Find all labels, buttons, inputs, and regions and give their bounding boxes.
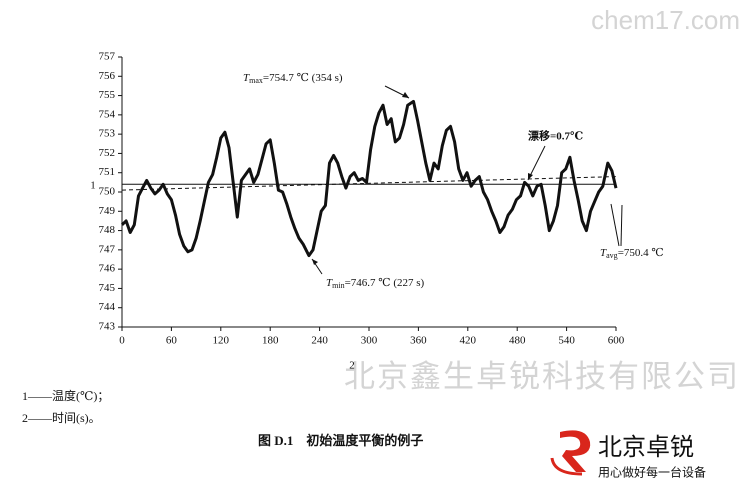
y-tick-label: 748: [99, 224, 116, 236]
y-tick-label: 755: [99, 89, 116, 101]
y-tick-label: 745: [99, 282, 116, 294]
temperature-line: [120, 99, 618, 258]
y-tick-label: 744: [99, 301, 116, 313]
y-tick-label: 752: [99, 147, 116, 159]
logo-icon: [560, 430, 591, 472]
y-tick-label: 750: [99, 186, 116, 198]
annotation: Tmin=746.7 ℃ (227 s): [311, 258, 425, 290]
y-tick-label: 756: [99, 70, 116, 82]
x-tick-label: 600: [608, 335, 625, 347]
y-tick-label: 751: [99, 166, 116, 178]
y-tick-label: 743: [99, 321, 116, 333]
annotation-text: 漂移=0.7℃: [528, 129, 583, 143]
x-tick-label: 480: [509, 335, 526, 347]
watermark: chem17.com: [591, 5, 740, 35]
arrow-head: [528, 173, 533, 180]
x-tick-label: 240: [311, 335, 328, 347]
annotation-text: Tmin=746.7 ℃ (227 s): [326, 277, 425, 290]
logo: 北京卓锐 用心做好每一台设备: [550, 430, 706, 480]
x-tick-label: 180: [262, 335, 279, 347]
y-tick-label: 746: [99, 263, 116, 275]
x-tick-label: 120: [213, 335, 230, 347]
arrow: [610, 203, 620, 247]
y-tick-label: 747: [99, 243, 116, 255]
annotation: Tmax=754.7 ℃ (354 s): [243, 72, 410, 99]
annotation-text: Tmax=754.7 ℃ (354 s): [243, 72, 343, 85]
x-tick-label: 420: [460, 335, 477, 347]
logo-name: 北京卓锐: [598, 433, 694, 461]
x-tick-label: 540: [558, 335, 575, 347]
drift-line: [121, 176, 617, 191]
y-tick-label: 753: [99, 128, 116, 140]
arrow-head: [402, 92, 409, 98]
y-tick-label: 749: [99, 205, 116, 217]
logo-slogan: 用心做好每一台设备: [598, 465, 706, 480]
y-axis-label: 1: [90, 180, 96, 192]
annotation: 漂移=0.7℃: [527, 129, 583, 181]
x-tick-label: 360: [410, 335, 427, 347]
y-tick-label: 754: [99, 108, 116, 120]
x-axis-label: 2: [349, 360, 355, 372]
arrow-head: [312, 259, 318, 265]
logo-swoosh: [550, 457, 583, 476]
annotation-text: Tavg=750.4 ℃: [600, 247, 664, 260]
note: 1——温度(℃)；: [22, 388, 109, 403]
company-watermark: 北京鑫生卓锐科技有限公司: [344, 359, 740, 394]
x-tick-label: 60: [166, 335, 178, 347]
x-tick-label: 300: [361, 335, 378, 347]
note: 2——时间(s)。: [22, 411, 101, 425]
y-tick-label: 757: [99, 51, 116, 63]
caption: 图 D.1 初始温度平衡的例子: [258, 433, 423, 448]
annotation: Tavg=750.4 ℃: [600, 203, 664, 260]
x-tick-label: 0: [119, 335, 125, 347]
arrow: [620, 204, 623, 247]
